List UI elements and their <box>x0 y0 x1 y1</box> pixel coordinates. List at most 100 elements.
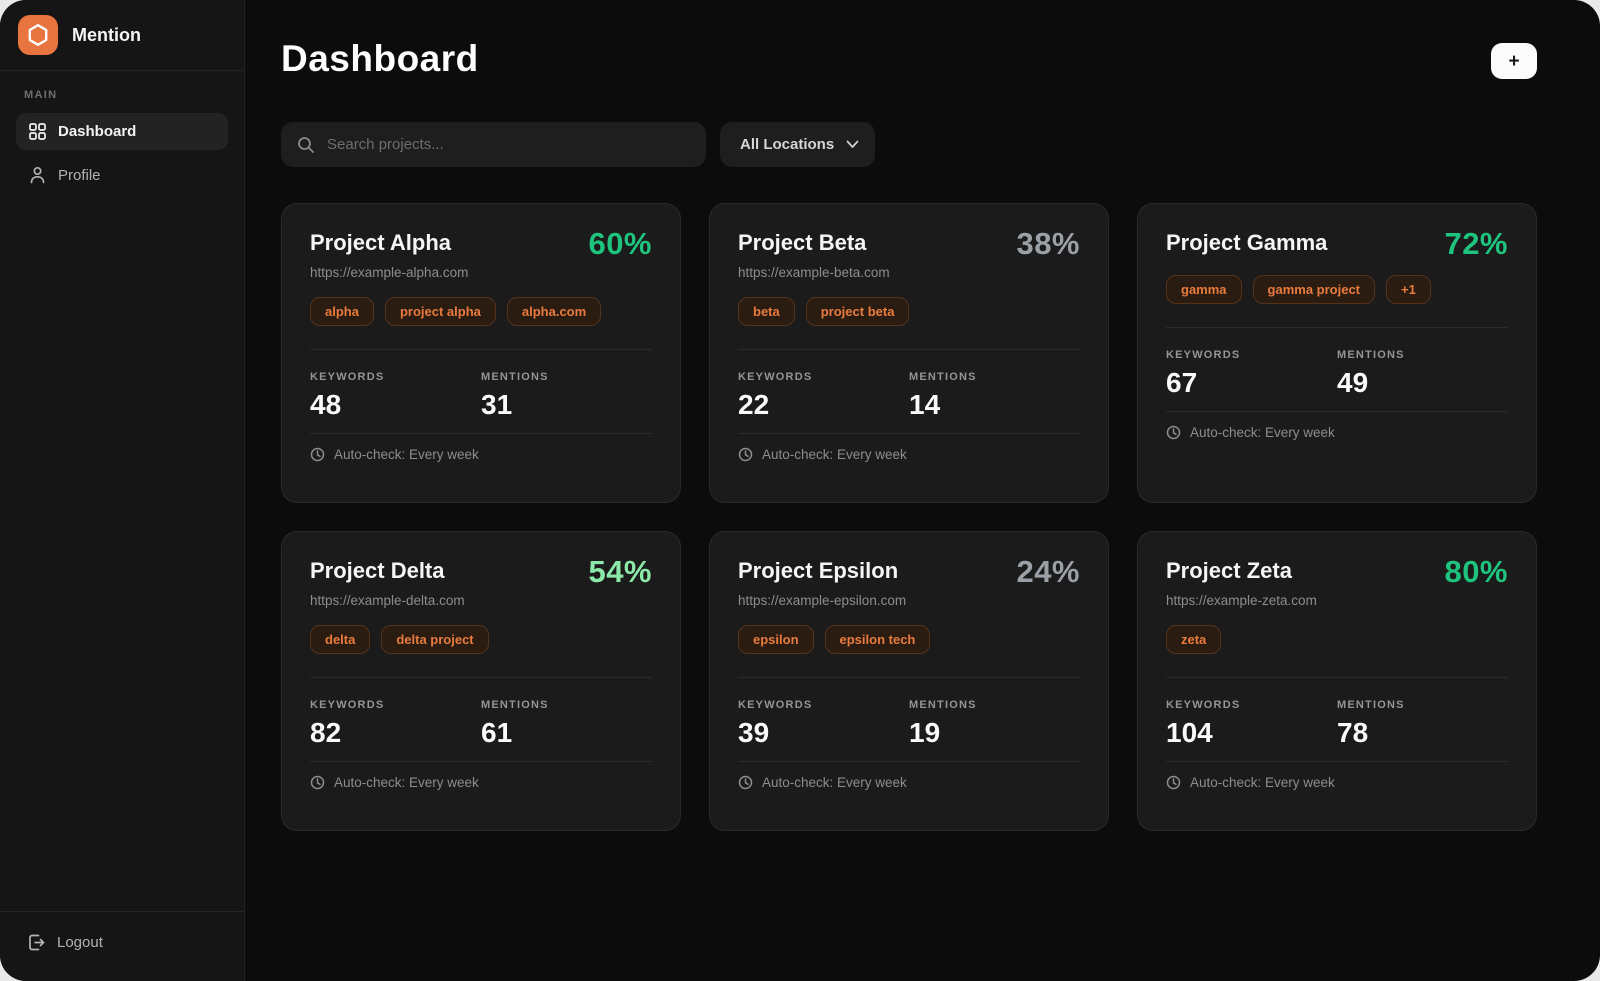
grid-icon <box>29 123 46 140</box>
card-stats: KEYWORDS 82 MENTIONS 61 <box>310 699 652 749</box>
main-content: Dashboard + All Locations <box>245 0 1600 981</box>
card-divider <box>310 676 652 678</box>
autocheck-text: Auto-check: Every week <box>1190 774 1335 790</box>
keywords-value: 39 <box>738 716 770 748</box>
clock-icon <box>310 447 325 462</box>
mentions-label: MENTIONS <box>481 698 549 711</box>
projects-grid: Project Alpha 60% https://example-alpha.… <box>281 203 1537 831</box>
keywords-value: 67 <box>1166 366 1198 398</box>
mentions-stat: MENTIONS 49 <box>1337 349 1508 399</box>
project-url: https://example-epsilon.com <box>738 592 907 608</box>
autocheck-text: Auto-check: Every week <box>762 446 907 462</box>
mentions-value: 19 <box>909 716 941 748</box>
card-divider <box>1166 676 1508 678</box>
mentions-label: MENTIONS <box>909 698 977 711</box>
project-name: Project Delta <box>310 558 445 583</box>
keyword-tag: gamma <box>1166 274 1242 304</box>
card-divider <box>310 432 652 434</box>
clock-icon <box>1166 775 1181 790</box>
clock-icon <box>738 447 753 462</box>
keywords-stat: KEYWORDS 82 <box>310 699 481 749</box>
autocheck-text: Auto-check: Every week <box>1190 424 1335 440</box>
project-card[interactable]: Project Gamma 72% gamma gamma project +1 K… <box>1137 203 1537 503</box>
project-card[interactable]: Project Zeta 80% https://example-zeta.co… <box>1137 531 1537 831</box>
page-title: Dashboard <box>281 38 479 79</box>
search-input[interactable] <box>327 136 690 153</box>
card-header: Project Epsilon 24% <box>738 554 1080 589</box>
keyword-tags: delta delta project <box>310 624 652 654</box>
card-divider <box>738 676 1080 678</box>
mentions-stat: MENTIONS 19 <box>909 699 1080 749</box>
project-card[interactable]: Project Beta 38% https://example-beta.co… <box>709 203 1109 503</box>
keyword-tag: epsilon tech <box>824 624 931 654</box>
sidebar-spacer <box>0 218 244 911</box>
keywords-label: KEYWORDS <box>738 370 813 383</box>
keyword-tag: beta <box>738 296 795 326</box>
project-percent: 60% <box>588 226 652 261</box>
mentions-value: 49 <box>1337 366 1369 398</box>
project-percent: 80% <box>1444 554 1508 589</box>
project-card[interactable]: Project Delta 54% https://example-delta.… <box>281 531 681 831</box>
location-dropdown[interactable]: All Locations <box>720 122 876 167</box>
keywords-value: 82 <box>310 716 342 748</box>
keywords-label: KEYWORDS <box>1166 698 1241 711</box>
project-card[interactable]: Project Alpha 60% https://example-alpha.… <box>281 203 681 503</box>
keywords-stat: KEYWORDS 39 <box>738 699 909 749</box>
card-header: Project Alpha 60% <box>310 226 652 261</box>
card-divider <box>1166 326 1508 328</box>
clock-icon <box>310 775 325 790</box>
project-url: https://example-delta.com <box>310 592 465 608</box>
card-footer: Auto-check: Every week <box>310 447 652 462</box>
card-header: Project Delta 54% <box>310 554 652 589</box>
keywords-label: KEYWORDS <box>1166 348 1241 361</box>
plus-icon: + <box>1508 50 1520 72</box>
card-divider <box>1166 760 1508 762</box>
mentions-stat: MENTIONS 14 <box>909 371 1080 421</box>
mention-logo-icon <box>18 15 58 55</box>
card-stats: KEYWORDS 48 MENTIONS 31 <box>310 371 652 421</box>
keyword-tag: project beta <box>805 296 910 326</box>
mentions-label: MENTIONS <box>1337 348 1405 361</box>
card-header: Project Gamma 72% <box>1166 228 1508 259</box>
card-divider <box>1166 410 1508 412</box>
project-percent: 54% <box>588 554 652 589</box>
mentions-stat: MENTIONS 31 <box>481 371 652 421</box>
keyword-tags: beta project beta <box>738 296 1080 326</box>
user-icon <box>29 166 46 184</box>
project-name: Project Beta <box>738 230 867 255</box>
keyword-tag: alpha <box>310 296 374 326</box>
project-percent: 24% <box>1016 554 1080 589</box>
keyword-tags: epsilon epsilon tech <box>738 624 1080 654</box>
keyword-tag: zeta <box>1166 624 1222 654</box>
card-divider <box>738 760 1080 762</box>
keyword-tags: gamma gamma project +1 <box>1166 274 1508 304</box>
logout-button[interactable]: Logout <box>0 911 244 981</box>
sidebar-item-dashboard[interactable]: Dashboard <box>16 113 228 150</box>
project-percent: 38% <box>1016 226 1080 261</box>
project-url: https://example-zeta.com <box>1166 592 1317 608</box>
card-header: Project Zeta 80% <box>1166 554 1508 589</box>
mentions-value: 78 <box>1337 716 1369 748</box>
keywords-stat: KEYWORDS 22 <box>738 371 909 421</box>
card-divider <box>310 760 652 762</box>
sidebar: Mention MAIN Dashboard <box>0 0 245 981</box>
keyword-tag: alpha.com <box>506 296 602 326</box>
keyword-tag: project alpha <box>384 296 496 326</box>
sidebar-item-profile[interactable]: Profile <box>16 156 228 194</box>
card-stats: KEYWORDS 104 MENTIONS 78 <box>1166 699 1508 749</box>
sidebar-item-label: Profile <box>58 166 101 184</box>
project-name: Project Zeta <box>1166 558 1292 583</box>
keyword-tag: epsilon <box>738 624 814 654</box>
card-footer: Auto-check: Every week <box>310 775 652 790</box>
autocheck-text: Auto-check: Every week <box>762 774 907 790</box>
card-stats: KEYWORDS 67 MENTIONS 49 <box>1166 349 1508 399</box>
sidebar-nav: MAIN Dashboard <box>0 71 244 218</box>
project-card[interactable]: Project Epsilon 24% https://example-epsi… <box>709 531 1109 831</box>
keyword-tag: delta <box>310 624 371 654</box>
logout-icon <box>28 934 45 951</box>
keywords-label: KEYWORDS <box>310 370 385 383</box>
card-stats: KEYWORDS 22 MENTIONS 14 <box>738 371 1080 421</box>
location-dropdown-value: All Locations <box>740 136 835 153</box>
card-footer: Auto-check: Every week <box>738 775 1080 790</box>
add-project-button[interactable]: + <box>1491 43 1537 79</box>
